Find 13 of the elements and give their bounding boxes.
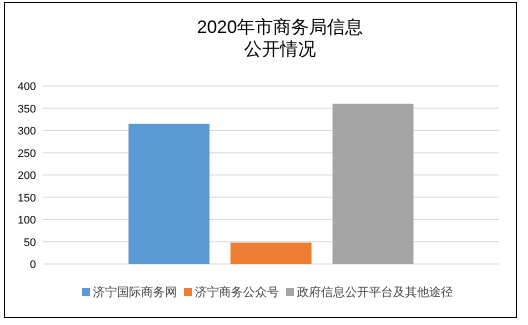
y-tick-label: 400	[18, 81, 36, 93]
y-tick-label: 0	[30, 259, 36, 271]
legend-label: 济宁国际商务网	[93, 285, 177, 299]
y-tick-label: 200	[18, 170, 36, 182]
y-tick-label: 350	[18, 103, 36, 116]
y-tick-label: 250	[18, 148, 36, 160]
legend-label: 济宁商务公众号	[195, 285, 279, 299]
y-tick-label: 50	[24, 236, 36, 249]
chart-title: 2020年市商务局信息公开情况	[196, 16, 364, 60]
y-tick-label: 300	[18, 126, 36, 138]
y-tick-label: 150	[18, 192, 36, 204]
y-tick-label: 100	[18, 214, 36, 226]
legend-label: 政府信息公开平台及其他途径	[297, 285, 453, 299]
